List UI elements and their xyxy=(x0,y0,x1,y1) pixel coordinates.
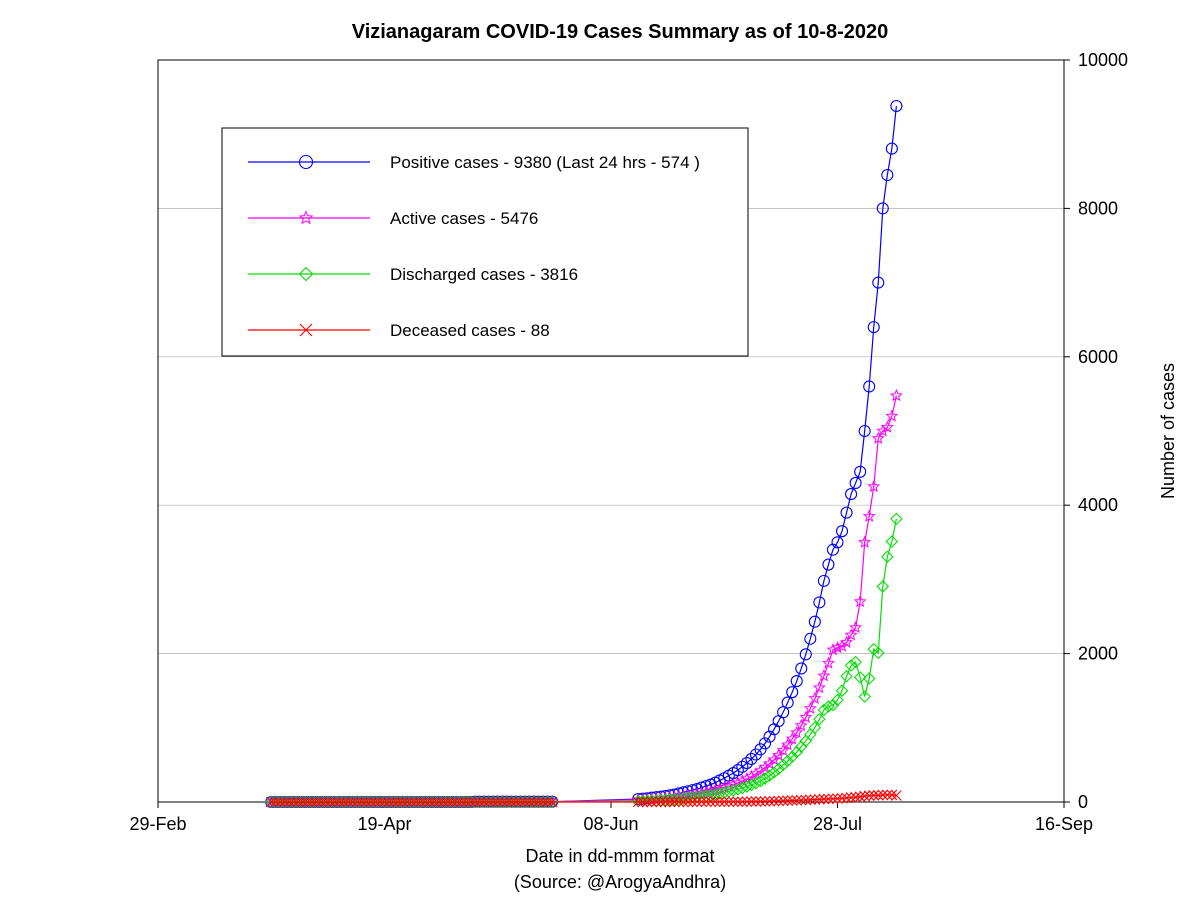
chart-svg: 0 2000 4000 6000 8000 10000 29-Feb 19-Apr 08-Jun… xyxy=(0,0,1200,900)
legend-label-positive: Positive cases - 9380 (Last 24 hrs - 574… xyxy=(390,153,700,172)
x-tick-label: 19-Apr xyxy=(357,814,411,834)
chart-title: Vizianagaram COVID-19 Cases Summary as o… xyxy=(352,21,889,43)
legend: Positive cases - 9380 (Last 24 hrs - 574… xyxy=(222,128,748,356)
y-tick-label: 2000 xyxy=(1078,644,1118,664)
x-axis-label: Date in dd-mmm format xyxy=(525,846,714,866)
x-tick-label: 28-Jul xyxy=(813,814,862,834)
y-tick-label: 8000 xyxy=(1078,198,1118,218)
x-tick-label: 08-Jun xyxy=(583,814,638,834)
y-tick-label: 4000 xyxy=(1078,495,1118,515)
y-tick-label: 6000 xyxy=(1078,347,1118,367)
x-tick-label: 16-Sep xyxy=(1035,814,1093,834)
legend-label-discharged: Discharged cases - 3816 xyxy=(390,265,578,284)
x-tick-label: 29-Feb xyxy=(129,814,186,834)
y-tick-label: 0 xyxy=(1078,792,1088,812)
chart-container: 0 2000 4000 6000 8000 10000 29-Feb 19-Apr 08-Jun… xyxy=(0,0,1200,900)
legend-label-active: Active cases - 5476 xyxy=(390,209,538,228)
y-tick-label: 10000 xyxy=(1078,50,1128,70)
legend-label-deceased: Deceased cases - 88 xyxy=(390,321,550,340)
x-axis-sublabel: (Source: @ArogyaAndhra) xyxy=(514,872,726,892)
y-axis-label: Number of cases xyxy=(1158,363,1178,499)
